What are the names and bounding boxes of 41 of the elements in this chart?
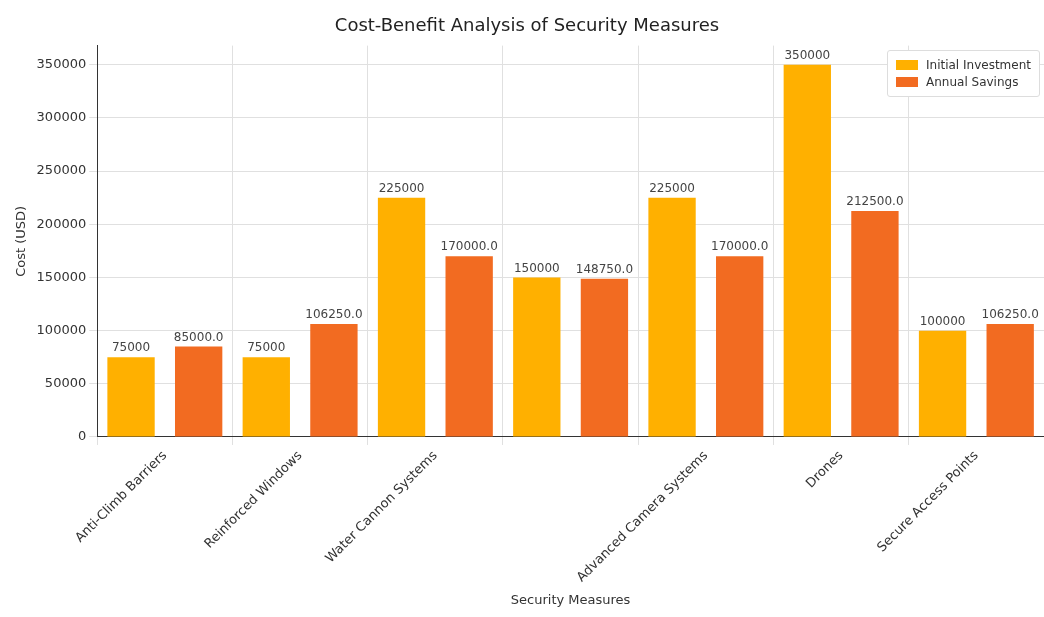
data-label: 150000: [513, 260, 560, 275]
bar: [310, 323, 358, 437]
bar: [242, 357, 290, 437]
data-label: 225000: [649, 180, 695, 195]
data-label: 212500.0: [846, 194, 904, 209]
data-label: 170000.0: [440, 239, 498, 254]
y-tick-label: 150000: [36, 268, 87, 284]
y-tick-label: 350000: [36, 56, 87, 72]
data-label: 350000: [784, 47, 831, 62]
bar: [716, 256, 764, 437]
x-axis-title: Security Measures: [510, 591, 631, 607]
legend-label: Annual Savings: [926, 74, 1019, 89]
bar: [851, 210, 899, 437]
data-label: 225000: [378, 180, 425, 195]
data-label: 75000: [111, 340, 151, 355]
chart-title: Cost-Benefit Analysis of Security Measures: [334, 14, 720, 36]
y-tick-label: 0: [77, 428, 87, 444]
bar: [986, 323, 1034, 437]
bar: [648, 197, 696, 437]
y-tick-label: 250000: [36, 162, 87, 178]
bar: [377, 197, 426, 437]
data-label: 106250.0: [305, 307, 363, 322]
bar: [445, 256, 493, 437]
data-label: 100000: [919, 313, 966, 328]
y-tick-label: 300000: [36, 109, 87, 125]
bar: [513, 277, 561, 437]
y-tick-label: 50000: [44, 375, 87, 391]
y-tick-label: 100000: [36, 322, 87, 337]
bar: [580, 278, 629, 437]
data-label: 85000.0: [173, 329, 224, 344]
data-label: 106250.0: [981, 307, 1039, 322]
data-label: 170000.0: [711, 239, 769, 254]
bar: [783, 64, 831, 437]
data-label: 75000: [247, 340, 286, 355]
bar: [918, 330, 967, 437]
y-tick-label: 200000: [36, 215, 87, 231]
legend-label: Initial Investment: [926, 57, 1031, 72]
data-label: 148750.0: [575, 261, 634, 276]
bar: [107, 357, 155, 437]
y-axis-title: Cost (USD): [13, 205, 29, 277]
bar: [175, 346, 223, 437]
